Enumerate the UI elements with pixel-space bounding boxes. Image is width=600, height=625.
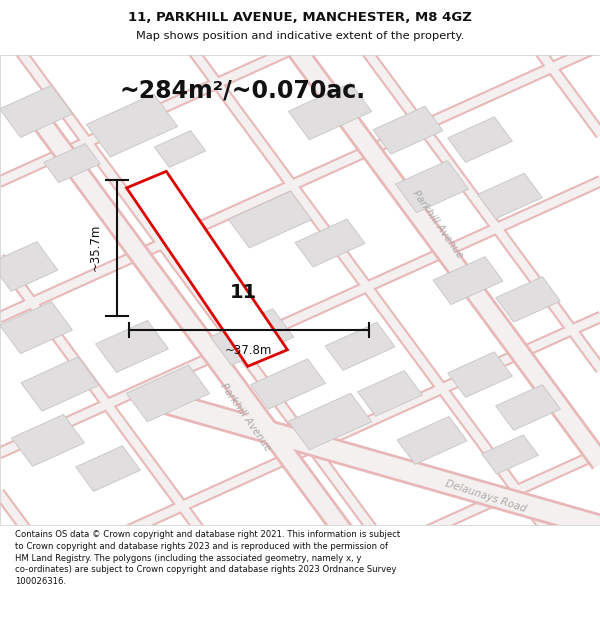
Polygon shape: [289, 393, 371, 450]
Polygon shape: [373, 106, 443, 154]
Polygon shape: [21, 357, 99, 411]
Text: ~35.7m: ~35.7m: [89, 224, 102, 271]
Polygon shape: [229, 191, 311, 248]
Polygon shape: [0, 302, 73, 354]
Polygon shape: [127, 171, 287, 366]
Polygon shape: [86, 94, 178, 157]
Polygon shape: [211, 309, 293, 366]
Polygon shape: [289, 83, 371, 140]
Polygon shape: [76, 446, 140, 491]
Polygon shape: [496, 277, 560, 322]
Polygon shape: [250, 359, 326, 409]
Text: 11, PARKHILL AVENUE, MANCHESTER, M8 4GZ: 11, PARKHILL AVENUE, MANCHESTER, M8 4GZ: [128, 11, 472, 24]
Text: Delaunays Road: Delaunays Road: [444, 479, 528, 514]
Polygon shape: [0, 242, 58, 291]
Polygon shape: [44, 144, 100, 182]
Polygon shape: [11, 414, 85, 466]
Polygon shape: [295, 219, 365, 267]
Polygon shape: [358, 371, 422, 416]
Text: Map shows position and indicative extent of the property.: Map shows position and indicative extent…: [136, 31, 464, 41]
Polygon shape: [154, 131, 206, 168]
Polygon shape: [482, 435, 538, 474]
Polygon shape: [397, 416, 467, 464]
Text: Contains OS data © Crown copyright and database right 2021. This information is : Contains OS data © Crown copyright and d…: [15, 530, 400, 586]
Text: Parkhill Avenue: Parkhill Avenue: [411, 188, 465, 260]
Text: 11: 11: [229, 283, 257, 302]
Text: Parkhill Avenue: Parkhill Avenue: [219, 381, 273, 452]
Polygon shape: [95, 321, 169, 372]
Polygon shape: [448, 117, 512, 162]
Text: ~37.8m: ~37.8m: [225, 344, 272, 357]
Polygon shape: [478, 173, 542, 219]
Polygon shape: [127, 365, 209, 422]
Polygon shape: [496, 385, 560, 430]
Polygon shape: [325, 322, 395, 371]
Polygon shape: [448, 352, 512, 398]
Polygon shape: [395, 161, 469, 212]
Text: ~284m²/~0.070ac.: ~284m²/~0.070ac.: [120, 79, 366, 102]
Polygon shape: [433, 257, 503, 304]
Polygon shape: [0, 86, 73, 138]
